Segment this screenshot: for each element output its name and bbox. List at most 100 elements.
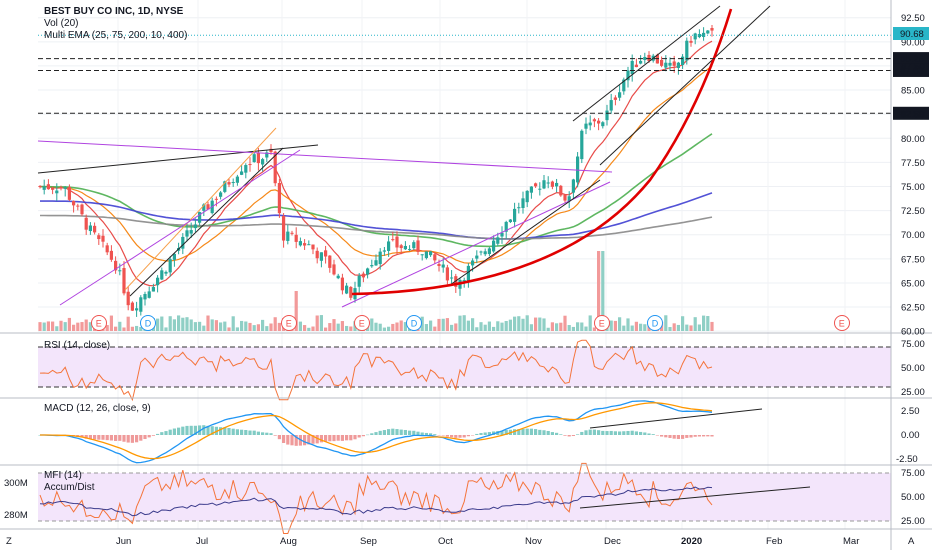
volume-bar (172, 319, 176, 331)
volume-bar (122, 327, 126, 331)
candle-body (601, 122, 605, 127)
candle-body (84, 217, 88, 230)
candle-body (391, 239, 395, 241)
macd-hist (382, 430, 386, 435)
chart-title: BEST BUY CO INC, 1D, NYSE (44, 6, 184, 17)
time-axis[interactable]: Jun Jul Aug Sep Oct Nov Dec 2020 Feb Mar (116, 536, 859, 547)
volume-bar (496, 321, 500, 331)
earnings-marker (281, 315, 297, 331)
volume-bar (618, 317, 622, 331)
timezone-button[interactable]: Z (6, 536, 12, 547)
candle-body (51, 187, 55, 190)
volume-bar (382, 327, 386, 331)
volume-bar (114, 326, 118, 331)
auto-scale-button[interactable]: A (908, 536, 915, 547)
candle-body (265, 152, 269, 158)
candle-body (420, 254, 424, 256)
price-tick: 72.50 (901, 206, 925, 217)
candle-body (513, 208, 517, 222)
volume-bar (664, 315, 668, 331)
candle-body (555, 182, 559, 187)
candle-body (546, 182, 550, 184)
candle-body (525, 190, 529, 203)
channel-line (599, 5, 771, 166)
rsi-label[interactable]: RSI (14, close) (44, 340, 110, 351)
macd-hist (345, 435, 349, 441)
volume-bar (597, 251, 601, 331)
macd-hist (273, 435, 277, 436)
macd-hist (189, 425, 193, 435)
candle-body (214, 198, 218, 200)
mfi-label[interactable]: MFI (14) (44, 470, 82, 481)
macd-hist (261, 432, 265, 435)
macd-hist (240, 429, 244, 435)
trend-drawings[interactable] (37, 5, 771, 308)
ema-line (40, 214, 713, 240)
macd-label[interactable]: MACD (12, 26, close, 9) (44, 403, 151, 414)
macd-tick: 0.00 (901, 430, 920, 441)
volume-bar (168, 316, 172, 331)
volume-bar (181, 317, 185, 331)
candle-body (252, 154, 256, 163)
macd-hist (424, 432, 428, 435)
earnings-marker (834, 315, 850, 331)
volume-bar (126, 316, 130, 331)
candle-body (202, 204, 206, 211)
mfi-tick: 25.00 (901, 516, 925, 527)
macd-hist (223, 427, 227, 435)
macd-hist (462, 435, 466, 438)
macd-hist (122, 435, 126, 442)
volume-bar (592, 327, 596, 331)
volume-bar (42, 322, 46, 331)
candle-body (697, 33, 701, 38)
macd-hist (248, 430, 252, 435)
macd-hist (244, 429, 248, 435)
macd-hist (584, 430, 588, 435)
price-tick: 77.50 (901, 158, 925, 169)
macd-hist (647, 433, 651, 435)
volume-label[interactable]: Vol (20) (44, 18, 78, 29)
volume-bar (88, 322, 92, 331)
ema-label[interactable]: Multi EMA (25, 75, 200, 10, 400) (44, 30, 187, 41)
volume-bar (248, 322, 252, 331)
macd-hist (202, 425, 206, 435)
volume-bar (613, 320, 617, 331)
price-axis[interactable]: 92.50 90.00 87.50 85.00 82.50 80.00 77.50 75.00… (901, 13, 925, 337)
macd-hist (668, 435, 672, 438)
rsi-tick: 25.00 (901, 387, 925, 398)
macd-hist (349, 435, 353, 441)
candle-body (93, 225, 97, 233)
macd-hist (576, 434, 580, 435)
candle-body (576, 156, 580, 183)
volume-bar (454, 323, 458, 331)
candle-body (538, 188, 542, 190)
macd-hist (160, 432, 164, 435)
level-label: 88.26 (900, 54, 924, 65)
volume-bar (135, 325, 139, 331)
candle-body (114, 260, 118, 271)
candle-body (483, 251, 487, 255)
macd-hist (471, 435, 475, 436)
candle-body (273, 151, 277, 184)
candle-body (571, 179, 575, 193)
volume-bar (273, 317, 277, 331)
macd-hist (366, 434, 370, 436)
macd-tick: 2.50 (901, 406, 920, 417)
event-letter: E (839, 319, 845, 329)
macd-hist (597, 430, 601, 435)
signal-line (40, 402, 713, 460)
volume-bar (269, 323, 273, 331)
volume-bar (403, 322, 407, 331)
volume-bar (462, 315, 466, 331)
macd-hist (643, 432, 647, 435)
macd-hist (252, 430, 256, 435)
volume-bar (227, 327, 231, 331)
accum-dist-label[interactable]: Accum/Dist (44, 482, 95, 493)
volume-bar (319, 315, 323, 331)
candle-body (198, 212, 202, 223)
candle-body (135, 308, 139, 311)
rsi-tick: 50.00 (901, 363, 925, 374)
